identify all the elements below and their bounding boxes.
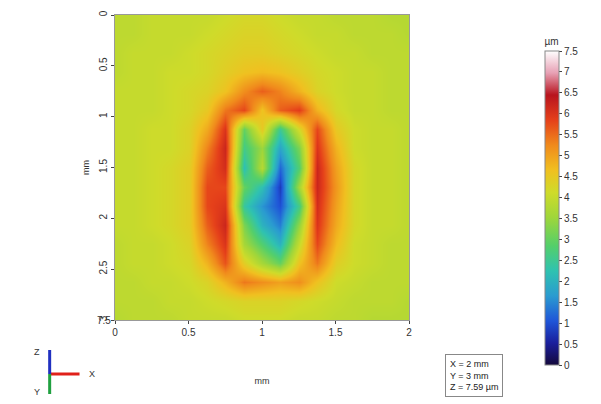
svg-text:0.5: 0.5 (98, 57, 109, 71)
svg-text:mm: mm (81, 160, 91, 175)
svg-text:3: 3 (98, 315, 109, 321)
svg-text:0: 0 (98, 10, 109, 16)
svg-text:1.5: 1.5 (564, 297, 578, 308)
svg-text:2.5: 2.5 (98, 260, 109, 274)
svg-text:1.5: 1.5 (329, 327, 343, 338)
svg-text:1.5: 1.5 (98, 159, 109, 173)
svg-text:6: 6 (564, 108, 570, 119)
svg-text:0.5: 0.5 (182, 327, 196, 338)
svg-text:X = 2 mmY = 3 mmZ = 7.59 µm: X = 2 mmY = 3 mmZ = 7.59 µm (450, 359, 498, 392)
svg-text:5: 5 (564, 150, 570, 161)
svg-text:4.5: 4.5 (564, 171, 578, 182)
svg-text:0: 0 (564, 360, 570, 371)
svg-text:7: 7 (564, 66, 570, 77)
svg-text:5.5: 5.5 (564, 129, 578, 140)
svg-text:mm: mm (255, 376, 270, 386)
svg-text:X: X (89, 369, 95, 379)
svg-text:7.5: 7.5 (97, 315, 111, 326)
svg-text:7.5: 7.5 (564, 46, 578, 57)
svg-text:2: 2 (406, 327, 412, 338)
svg-text:3: 3 (564, 234, 570, 245)
svg-text:6.5: 6.5 (564, 87, 578, 98)
svg-text:1: 1 (259, 327, 265, 338)
svg-text:Y: Y (34, 387, 40, 397)
svg-text:1: 1 (564, 318, 570, 329)
svg-text:1: 1 (98, 112, 109, 118)
svg-text:2: 2 (564, 276, 570, 287)
svg-text:4: 4 (564, 192, 570, 203)
svg-text:3.5: 3.5 (564, 213, 578, 224)
svg-text:0.5: 0.5 (564, 339, 578, 350)
svg-text:2: 2 (98, 214, 109, 220)
svg-text:µm: µm (545, 36, 559, 47)
svg-text:Z: Z (34, 347, 40, 357)
svg-text:2.5: 2.5 (564, 255, 578, 266)
svg-text:0: 0 (112, 327, 118, 338)
